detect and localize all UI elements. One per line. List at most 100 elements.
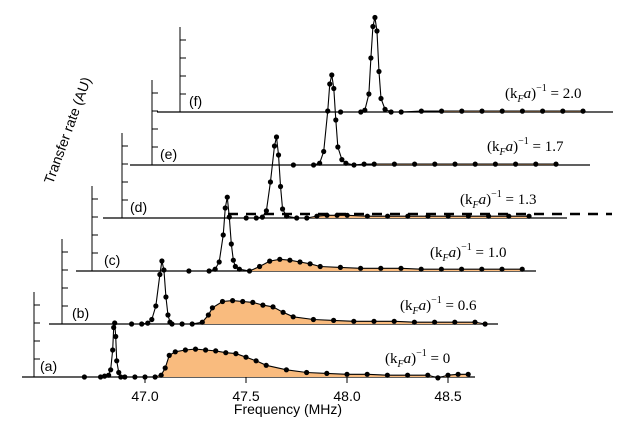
data-point xyxy=(169,321,175,327)
data-point xyxy=(432,161,438,167)
data-point xyxy=(118,374,124,380)
data-point xyxy=(459,108,465,114)
data-point xyxy=(253,358,259,364)
data-point xyxy=(331,317,337,323)
data-point xyxy=(267,258,273,264)
panel-d: (d) (kFa)−1 = 1.3 xyxy=(103,133,567,221)
data-point xyxy=(228,241,234,247)
data-point xyxy=(205,312,211,318)
data-point xyxy=(317,263,323,270)
data-point xyxy=(324,370,330,376)
data-point xyxy=(246,268,253,274)
data-point xyxy=(499,266,505,272)
data-point xyxy=(132,374,138,380)
data-point xyxy=(122,374,128,380)
data-point xyxy=(398,265,404,271)
data-point xyxy=(106,372,112,378)
data-point xyxy=(165,312,171,318)
data-point xyxy=(275,152,282,158)
data-point xyxy=(236,266,242,272)
x-axis: 47.0 47.5 48.0 48.5 xyxy=(131,377,462,404)
panel-letter: (b) xyxy=(72,305,89,321)
spectrum-fill-area xyxy=(202,300,486,324)
data-point xyxy=(438,266,444,272)
data-point xyxy=(230,257,236,263)
data-point xyxy=(391,318,397,324)
data-point xyxy=(243,354,249,360)
panel-c: (c) (kFa)−1 = 1.0 xyxy=(76,186,536,274)
spectrum-line xyxy=(54,322,469,379)
data-point xyxy=(378,265,384,271)
data-point xyxy=(366,91,372,97)
data-point xyxy=(212,266,218,272)
data-point xyxy=(519,108,526,114)
data-point xyxy=(267,179,274,185)
data-point xyxy=(108,367,114,373)
data-point xyxy=(412,161,418,167)
data-point xyxy=(270,304,276,310)
panel-letter: (c) xyxy=(104,252,120,268)
data-point xyxy=(425,372,431,378)
data-point xyxy=(157,271,163,278)
data-point xyxy=(361,161,367,167)
data-point xyxy=(219,298,226,305)
data-point xyxy=(343,160,349,166)
data-point xyxy=(339,157,345,163)
x-tick-label: 47.5 xyxy=(232,388,259,404)
data-point xyxy=(388,109,394,115)
data-point xyxy=(172,349,178,355)
data-point xyxy=(465,371,471,377)
data-point xyxy=(371,161,377,167)
data-point xyxy=(179,321,185,327)
data-point xyxy=(335,144,341,150)
data-point xyxy=(297,259,303,265)
data-point xyxy=(230,298,236,304)
data-point xyxy=(418,108,424,114)
data-point xyxy=(482,321,488,327)
data-point xyxy=(378,95,384,102)
panel-a: (a) (kFa)−1 = 0 xyxy=(22,292,475,381)
data-point xyxy=(327,81,333,87)
data-point xyxy=(351,318,357,324)
data-point xyxy=(158,372,164,378)
data-point xyxy=(222,205,228,211)
data-point xyxy=(370,23,376,30)
data-point xyxy=(358,109,364,115)
data-point xyxy=(338,109,344,115)
data-point xyxy=(277,256,283,262)
data-point xyxy=(459,266,465,272)
data-point xyxy=(162,365,168,371)
data-point xyxy=(294,215,300,221)
panel-f: (f) (kFa)−1 = 2.0 xyxy=(157,14,613,115)
data-point xyxy=(116,369,122,376)
data-point xyxy=(310,316,316,323)
data-point xyxy=(257,263,263,270)
data-point xyxy=(114,358,120,364)
data-point xyxy=(129,321,135,327)
data-point xyxy=(374,28,380,34)
data-point xyxy=(351,162,357,168)
data-point xyxy=(223,350,229,356)
data-point xyxy=(432,319,438,325)
data-point xyxy=(111,324,117,331)
panel-annotation: (kFa)−1 = 0 xyxy=(385,348,450,370)
data-point xyxy=(271,143,278,149)
x-tick-label: 48.0 xyxy=(333,388,360,404)
data-point xyxy=(329,72,335,78)
data-point xyxy=(411,319,417,325)
data-point xyxy=(102,373,108,379)
data-point xyxy=(526,213,532,219)
data-point xyxy=(287,257,293,263)
panel-annotation: (kFa)−1 = 0.6 xyxy=(400,295,477,317)
x-tick-label: 48.5 xyxy=(434,388,461,404)
data-point xyxy=(513,161,519,167)
data-point xyxy=(199,319,205,325)
panel-e: (e) (kFa)−1 = 1.7 xyxy=(130,72,590,168)
panel-annotation: (kFa)−1 = 1.3 xyxy=(460,189,536,211)
data-point xyxy=(455,371,461,377)
data-point xyxy=(209,305,215,311)
spectrum-fill-area xyxy=(249,259,523,271)
data-point xyxy=(418,266,424,272)
spectrum-fill-area xyxy=(155,349,469,378)
data-point xyxy=(182,347,188,353)
